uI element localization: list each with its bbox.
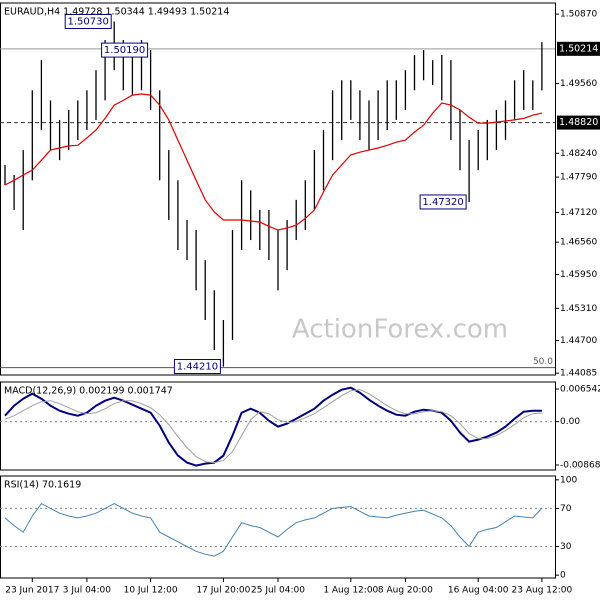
y-tick-label: 100 bbox=[560, 475, 577, 485]
y-tick-label: 1.48240 bbox=[560, 149, 597, 159]
y-tick-label: -0.008684 bbox=[560, 461, 600, 471]
annotation-box bbox=[419, 194, 467, 210]
y-tick-label: 1.45310 bbox=[560, 304, 597, 314]
annotation-box bbox=[101, 42, 149, 58]
annotation-box bbox=[64, 14, 112, 30]
annotation-label: 1.50190 bbox=[104, 45, 145, 56]
x-tick-label: 17 Jul 20:00 bbox=[196, 586, 250, 596]
panel-title: MACD(12,26,9) 0.002199 0.001747 bbox=[4, 386, 173, 397]
x-tick-label: 23 Jun 2017 bbox=[5, 586, 59, 596]
y-tick-label: 1.47120 bbox=[560, 208, 597, 218]
x-tick-label: 3 Jul 04:00 bbox=[63, 586, 112, 596]
y-tick-label: 1.49560 bbox=[560, 79, 597, 89]
annotation-box bbox=[173, 359, 221, 375]
x-tick-label: 10 Jul 12:00 bbox=[124, 586, 178, 596]
x-tick-label: 1 Aug 12:00 bbox=[323, 586, 378, 596]
y-tick-label: 0 bbox=[560, 571, 566, 581]
y-tick-label: 0.006542 bbox=[560, 384, 600, 394]
panel-frame bbox=[0, 2, 556, 376]
x-tick-label: 23 Aug 12:00 bbox=[512, 586, 573, 596]
y-tick-label: 1.50870 bbox=[560, 10, 597, 20]
line-series bbox=[4, 93, 543, 231]
y-tick-label: 1.45950 bbox=[560, 270, 597, 280]
fib-label: 50.0 bbox=[533, 357, 553, 367]
annotation-label: 1.47320 bbox=[422, 197, 463, 208]
annotation-label: 1.44210 bbox=[177, 362, 218, 373]
y-tick-label: 1.44085 bbox=[560, 369, 597, 379]
line-series bbox=[4, 386, 542, 467]
annotation-label: 1.50730 bbox=[68, 17, 109, 28]
line-series bbox=[4, 502, 543, 557]
y-tick-label: 1.44700 bbox=[560, 336, 597, 346]
panel-frame bbox=[0, 381, 556, 471]
x-tick-label: 25 Jul 04:00 bbox=[251, 586, 305, 596]
price-box-label: 1.50214 bbox=[559, 43, 598, 54]
panel-title: RSI(14) 70.1619 bbox=[4, 480, 81, 491]
price-box bbox=[557, 115, 600, 130]
line-series bbox=[4, 389, 542, 464]
x-tick-label: 16 Aug 04:00 bbox=[448, 586, 509, 596]
y-tick-label: 70 bbox=[560, 504, 572, 514]
y-tick-label: 0.00 bbox=[560, 417, 580, 427]
x-tick-label: 8 Aug 20:00 bbox=[378, 586, 433, 596]
y-tick-label: 30 bbox=[560, 542, 572, 552]
price-box bbox=[557, 41, 600, 56]
watermark: ActionForex.com bbox=[292, 315, 508, 345]
price-box-label: 1.48820 bbox=[559, 117, 598, 128]
panel-title: EURAUD,H4 1.49728 1.50344 1.49493 1.5021… bbox=[4, 7, 229, 18]
y-tick-label: 1.46560 bbox=[560, 238, 597, 248]
y-tick-label: 1.47790 bbox=[560, 173, 597, 183]
